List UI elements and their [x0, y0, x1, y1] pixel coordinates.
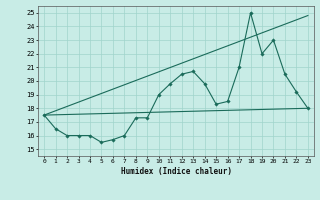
X-axis label: Humidex (Indice chaleur): Humidex (Indice chaleur) — [121, 167, 231, 176]
